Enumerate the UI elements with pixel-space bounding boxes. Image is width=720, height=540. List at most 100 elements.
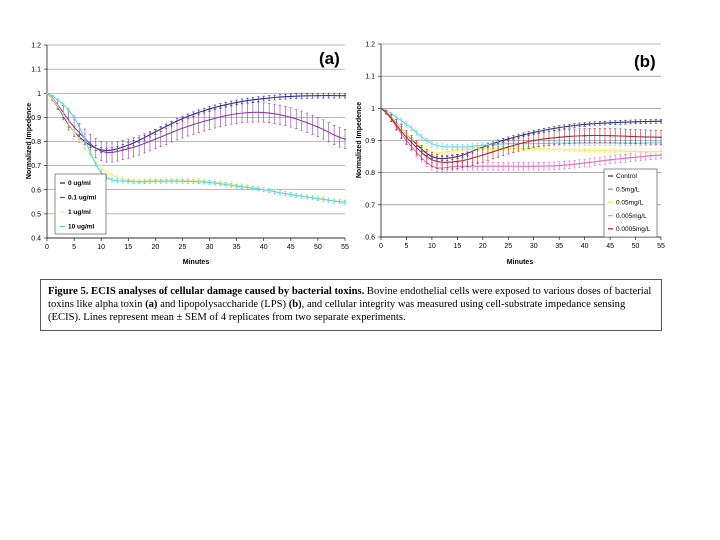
panel-a-ylabel: Normalized Impedence <box>26 103 33 179</box>
panel-b-point <box>558 164 561 167</box>
panel-b-point <box>609 158 611 161</box>
panel-a-xtick-label: 20 <box>151 244 159 251</box>
panel-b-xlabel: Minutes <box>507 259 534 266</box>
panel-b-legend-label: 0.05mg/L <box>616 200 643 207</box>
panel-b-ytick-label: 1 <box>371 106 375 113</box>
panel-a-xtick-label: 45 <box>287 244 295 251</box>
panel-a-xtick-label: 5 <box>72 244 76 251</box>
panel-a-point <box>317 126 319 128</box>
panel-a-point <box>73 126 75 128</box>
caption-ref-b: (b) <box>288 299 302 310</box>
panel-a-xtick-label: 35 <box>233 244 241 251</box>
panel-a: 0.4 0.5 0.6 0.7 0.8 0.9 1 1.1 1.2 0 5 10 15 20 25 30 35 4… <box>26 43 349 267</box>
panel-b-point <box>558 126 561 129</box>
panel-a-point <box>262 111 265 114</box>
panel-b-ytick-label: 0.9 <box>365 138 375 145</box>
panel-a-ytick-label: 1.2 <box>31 43 41 50</box>
panel-b-point <box>532 147 535 150</box>
panel-a-xtick-label: 25 <box>179 244 187 251</box>
panel-a-legend-label: 0.1 ug/ml <box>68 195 96 202</box>
panel-b-point <box>507 165 510 168</box>
panel-b-xtick-label: 40 <box>581 243 589 250</box>
panel-a-ytick-label: 0.4 <box>31 236 41 243</box>
panel-a-point <box>344 138 346 140</box>
panel-a-axes: 0.4 0.5 0.6 0.7 0.8 0.9 1 1.1 1.2 0 5 10 15 20 25 30 35 4… <box>31 43 349 252</box>
panel-a-xtick-label: 30 <box>206 244 214 251</box>
panel-a-label: (a) <box>319 49 340 68</box>
panel-b-point <box>609 149 611 152</box>
panel-b-series <box>380 107 663 173</box>
panel-b-ytick-label: 0.7 <box>365 202 375 209</box>
figure-caption: Figure 5. ECIS analyses of cellular dama… <box>40 279 662 331</box>
panel-a-point <box>235 101 238 104</box>
panel-b-point <box>634 135 637 138</box>
panel-a-point <box>181 180 184 183</box>
panel-a-point <box>46 92 48 95</box>
panel-b-xtick-label: 15 <box>453 243 461 250</box>
panel-b-legend-label: Control <box>616 173 638 180</box>
panel-b-series-0-0005mg-l <box>380 107 663 170</box>
panel-a-point <box>289 116 292 119</box>
panel-a-point <box>127 180 130 183</box>
panel-b-xtick-label: 0 <box>379 243 383 250</box>
panel-b-legend-label: 0.5mg/L <box>616 186 640 193</box>
panel-b-point <box>532 139 535 142</box>
panel-b-point <box>583 123 586 126</box>
panel-a-point <box>154 180 157 183</box>
caption-body-2: and lipopolysaccharide (LPS) <box>157 299 289 310</box>
panel-b-legend: Control 0.5mg/L 0.05mg/L 0.005mg/L 0.0005mg/… <box>603 168 658 238</box>
panel-b-point <box>431 142 433 145</box>
panel-b-point <box>507 137 510 140</box>
panel-b-point <box>583 149 586 152</box>
panel-b-point <box>481 154 484 156</box>
panel-b-xtick-label: 5 <box>405 243 409 250</box>
panel-a-point <box>100 167 103 169</box>
panel-b-line-control <box>380 107 662 160</box>
panel-a-series-10-ug-ml <box>46 92 347 205</box>
panel-b-point <box>634 120 637 123</box>
panel-b-point <box>431 158 433 161</box>
panel-b-label: (b) <box>634 52 656 71</box>
panel-a-point <box>344 201 346 204</box>
panel-b-point <box>660 136 662 139</box>
panel-a-ytick-label: 0.5 <box>31 211 41 218</box>
panel-b-xtick-label: 45 <box>606 243 614 250</box>
panel-b-point <box>507 146 510 148</box>
panel-b-point <box>660 120 662 123</box>
panel-a-point <box>289 193 292 196</box>
caption-body-3: , and cellular integrity was measured us… <box>48 299 626 323</box>
panel-b-point <box>558 136 561 139</box>
panel-b-ytick-label: 0.8 <box>365 170 375 177</box>
panel-b-point <box>532 165 535 168</box>
caption-title: Figure 5. ECIS analyses of cellular dama… <box>48 286 365 297</box>
panel-a-line-0-1-ug-ml <box>46 92 346 154</box>
panel-b-xtick-label: 25 <box>504 243 512 250</box>
panel-b-legend-label: 0.0005mg/L <box>616 226 651 233</box>
panel-a-series <box>46 92 347 205</box>
panel-a-point <box>262 188 265 191</box>
panel-a-point <box>235 112 238 115</box>
panel-a-xtick-label: 15 <box>124 244 132 251</box>
panel-a-ytick-label: 0.9 <box>31 115 41 122</box>
panel-b: 0.6 0.7 0.8 0.9 1 1.1 1.2 0 5 10 15 20 25 30 35 40 45 50 5… <box>356 42 665 267</box>
panel-a-point <box>208 118 211 121</box>
panel-a-point <box>262 97 265 100</box>
panel-a-ytick-label: 0.6 <box>31 187 41 194</box>
panel-a-legend-label: 1 ug/ml <box>68 209 91 216</box>
panel-b-point <box>634 150 637 153</box>
panel-a-ytick-label: 1.1 <box>31 67 41 74</box>
panel-a-point <box>317 94 319 97</box>
panel-b-point <box>609 121 611 124</box>
panel-b-point <box>609 134 611 137</box>
panel-b-ytick-label: 1.2 <box>365 42 375 49</box>
panel-a-point <box>208 108 211 110</box>
panel-b-xtick-label: 20 <box>479 243 487 250</box>
panel-a-xlabel: Minutes <box>183 259 210 266</box>
panel-a-xtick-label: 55 <box>341 244 349 251</box>
panel-a-legend: 0 ug/ml 0.1 ug/ml 1 ug/ml 10 ug/ml <box>54 173 107 235</box>
panel-a-point <box>127 147 130 150</box>
panel-b-point <box>634 156 637 159</box>
panel-a-ytick-label: 1 <box>37 91 41 98</box>
panel-a-point <box>100 150 103 153</box>
